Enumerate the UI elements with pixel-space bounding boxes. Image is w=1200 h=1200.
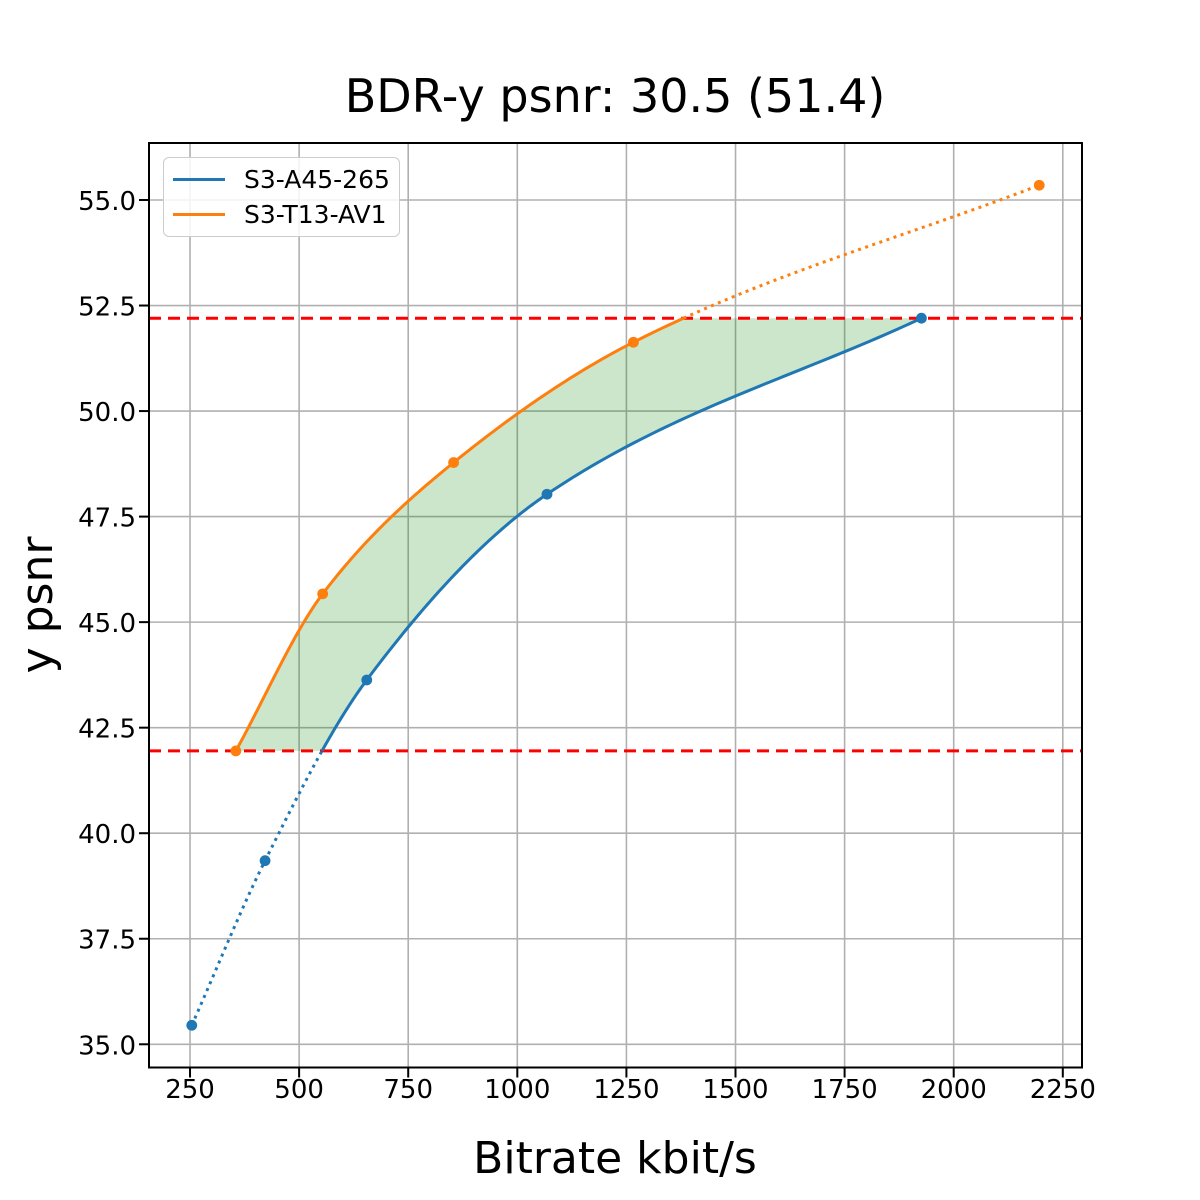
grid-layer bbox=[149, 143, 1082, 1068]
legend-line-sample bbox=[173, 213, 225, 216]
x-tick-label: 2250 bbox=[1030, 1075, 1096, 1105]
series-curve-S3-T13-AV1 bbox=[234, 316, 685, 752]
chart-title: BDR-y psnr: 30.5 (51.4) bbox=[345, 69, 886, 123]
x-tick-label: 1000 bbox=[484, 1075, 550, 1105]
y-tick-label: 42.5 bbox=[78, 715, 136, 745]
axes-spines-layer bbox=[148, 142, 1083, 1069]
data-point-S3-A45-265 bbox=[916, 312, 927, 324]
data-point-S3-T13-AV1 bbox=[448, 457, 459, 468]
overlap-lines-layer bbox=[149, 316, 1082, 753]
data-point-S3-A45-265 bbox=[259, 855, 271, 867]
x-tick-label: 1250 bbox=[593, 1075, 659, 1105]
series-curve-S3-A45-265-extrapolated bbox=[190, 750, 324, 1026]
x-tick-label: 750 bbox=[383, 1075, 433, 1105]
x-tick-label: 1750 bbox=[812, 1075, 878, 1105]
data-point-S3-T13-AV1 bbox=[317, 588, 329, 600]
legend-item-S3-A45-265: S3-A45-265 bbox=[164, 162, 399, 197]
data-point-S3-T13-AV1 bbox=[230, 745, 242, 757]
y-tick-label: 52.5 bbox=[78, 293, 136, 323]
series-layer bbox=[190, 183, 1040, 1026]
data-point-S3-A45-265 bbox=[186, 1019, 198, 1031]
legend-line-sample bbox=[173, 178, 225, 181]
data-point-S3-A45-265 bbox=[541, 488, 553, 500]
legend-item-S3-T13-AV1: S3-T13-AV1 bbox=[164, 197, 399, 232]
y-axis-label: y psnr bbox=[12, 536, 63, 674]
marker-layer bbox=[186, 179, 1045, 1031]
x-tick-label: 250 bbox=[165, 1075, 215, 1105]
legend: S3-A45-265 S3-T13-AV1 bbox=[163, 157, 400, 237]
x-tick-label: 2000 bbox=[921, 1075, 987, 1105]
y-tick-label: 45.0 bbox=[78, 609, 136, 639]
axes-spines bbox=[148, 142, 1083, 1069]
legend-label: S3-T13-AV1 bbox=[244, 200, 387, 229]
series-curve-S3-A45-265 bbox=[320, 316, 923, 752]
y-tick-label: 47.5 bbox=[78, 504, 136, 534]
y-tick-label: 37.5 bbox=[78, 926, 136, 956]
x-axis-label: Bitrate kbit/s bbox=[473, 1133, 757, 1184]
tick-layer: 250 500 750 1000 1250 1500 1750 2000 2250 35.0 37.… bbox=[78, 187, 1096, 1105]
legend-label: S3-A45-265 bbox=[244, 165, 390, 194]
data-point-S3-T13-AV1 bbox=[1033, 179, 1045, 191]
series-curve-S3-T13-AV1-extrapolated bbox=[682, 183, 1040, 320]
y-tick-label: 40.0 bbox=[78, 820, 136, 850]
shaded-region-layer bbox=[235, 318, 922, 751]
bd-shaded-region bbox=[235, 318, 922, 751]
x-tick-label: 1500 bbox=[702, 1075, 768, 1105]
y-tick-label: 50.0 bbox=[78, 398, 136, 428]
y-tick-label: 35.0 bbox=[78, 1031, 136, 1061]
y-tick-label: 55.0 bbox=[78, 187, 136, 217]
data-point-S3-A45-265 bbox=[361, 674, 373, 686]
x-tick-label: 500 bbox=[274, 1075, 324, 1105]
data-point-S3-T13-AV1 bbox=[627, 336, 639, 348]
